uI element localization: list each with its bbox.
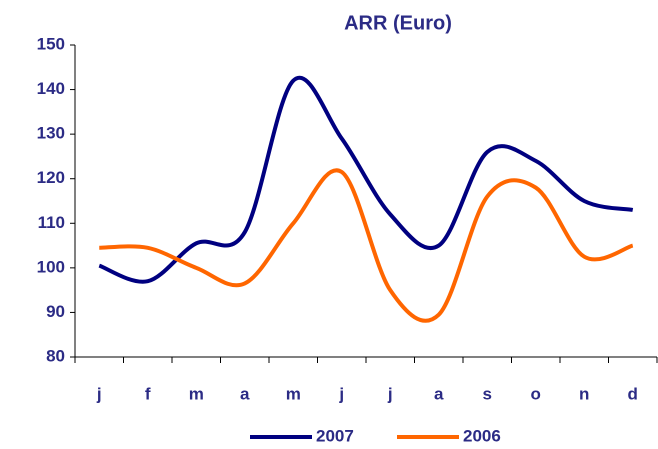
- y-tick-label: 130: [37, 124, 65, 143]
- legend-label: 2007: [316, 426, 354, 445]
- y-tick-label: 140: [37, 79, 65, 98]
- x-tick-label: f: [145, 384, 151, 403]
- x-tick-label: m: [286, 384, 301, 403]
- y-tick-label: 120: [37, 168, 65, 187]
- x-tick-label: j: [387, 384, 393, 403]
- x-tick-label: m: [189, 384, 204, 403]
- series-line: [98, 75, 634, 284]
- x-tick-label: n: [579, 384, 589, 403]
- y-tick-label: 80: [46, 346, 65, 365]
- series-line: [99, 168, 634, 323]
- x-tick-label: j: [96, 384, 102, 403]
- chart-title: ARR (Euro): [344, 12, 452, 34]
- x-tick-label: a: [434, 384, 444, 403]
- legend-label: 2006: [463, 426, 501, 445]
- y-tick-label: 150: [37, 34, 65, 53]
- x-tick-label: d: [628, 384, 638, 403]
- x-tick-label: o: [531, 384, 541, 403]
- y-tick-label: 100: [37, 257, 65, 276]
- y-tick-label: 90: [46, 302, 65, 321]
- x-tick-label: a: [240, 384, 250, 403]
- y-tick-label: 110: [38, 213, 65, 232]
- x-tick-label: s: [483, 384, 492, 403]
- x-tick-label: j: [338, 384, 344, 403]
